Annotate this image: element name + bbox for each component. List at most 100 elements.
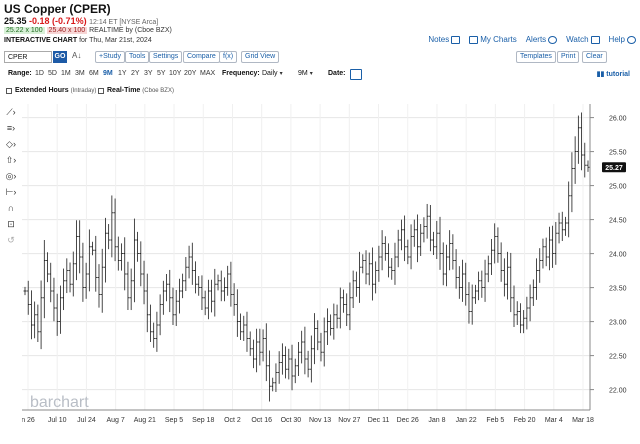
range-6m[interactable]: 6M — [89, 70, 99, 77]
lock-icon[interactable]: ⊡ — [7, 219, 15, 229]
range-5d[interactable]: 5D — [48, 70, 57, 77]
range-20y[interactable]: 20Y — [184, 70, 197, 77]
print-button[interactable]: Print — [557, 51, 580, 63]
trendline-tool-icon[interactable]: ⟋› — [6, 107, 16, 117]
bid-ask-line: 25.22 x 100 25.40 x 100 REALTIME by (Cbo… — [4, 27, 172, 34]
settings-button[interactable]: Settings — [149, 51, 183, 63]
ask-value: 25.40 x 100 — [46, 27, 88, 34]
ohlc-bar — [428, 204, 432, 252]
arrow-tool-icon[interactable]: ⇧› — [5, 155, 17, 165]
ohlc-bar — [374, 261, 378, 294]
compare-button[interactable]: Compare — [183, 51, 220, 63]
range-5y[interactable]: 5Y — [157, 70, 166, 77]
ohlc-bar — [467, 282, 471, 324]
frequency-label: Frequency: — [222, 70, 260, 77]
extended-hours-checkbox[interactable] — [6, 88, 12, 94]
ohlc-bar — [251, 339, 255, 369]
notes-link[interactable]: Notes — [428, 35, 461, 44]
ohlc-bar — [55, 293, 59, 336]
tutorial-label: tutorial — [606, 71, 630, 78]
measure-tool-icon[interactable]: ⊢› — [5, 187, 17, 197]
range-2y[interactable]: 2Y — [131, 70, 140, 77]
sort-icon[interactable]: A↓ — [72, 51, 82, 60]
real-time-checkbox[interactable] — [98, 88, 104, 94]
range-max[interactable]: MAX — [200, 70, 216, 77]
ohlc-bar — [65, 258, 69, 294]
symbol-input[interactable] — [4, 51, 52, 63]
ohlc-bar — [303, 326, 307, 375]
fx-button[interactable]: f(x) — [219, 51, 238, 63]
ohlc-bar — [49, 262, 53, 303]
ohlc-bar — [502, 258, 506, 297]
extended-hours-sub: (Intraday) — [70, 88, 97, 94]
watch-link[interactable]: Watch — [566, 35, 600, 44]
ohlc-bar — [335, 304, 339, 329]
alerts-link[interactable]: Alerts — [526, 35, 558, 44]
templates-button[interactable]: Templates — [516, 51, 556, 63]
range-1y[interactable]: 1Y — [118, 70, 127, 77]
watch-icon — [590, 35, 600, 44]
frequency-select[interactable]: Daily ▾ — [262, 70, 283, 77]
clear-button[interactable]: Clear — [582, 51, 607, 63]
range-3m[interactable]: 3M — [75, 70, 85, 77]
ohlc-bar — [512, 285, 516, 328]
y-tick-label: 22.00 — [609, 388, 627, 395]
ohlc-bar — [341, 289, 345, 313]
range-10y[interactable]: 10Y — [169, 70, 182, 77]
period-select[interactable]: 9M ▾ — [298, 70, 313, 77]
ohlc-bar — [367, 252, 371, 286]
ohlc-bar — [181, 273, 185, 299]
ohlc-bar — [110, 195, 114, 258]
x-tick-label: Feb 20 — [514, 417, 536, 424]
shape-tool-icon[interactable]: ◇› — [6, 139, 16, 149]
interactive-chart-label: INTERACTIVE CHART — [4, 37, 78, 44]
ohlc-bar — [560, 211, 564, 242]
range-1m[interactable]: 1M — [61, 70, 71, 77]
ohlc-bar — [287, 348, 291, 380]
alerts-icon — [548, 35, 558, 44]
ohlc-bar — [129, 268, 133, 311]
ohlc-bar — [136, 231, 140, 262]
grid-view-button[interactable]: Grid View — [241, 51, 280, 63]
ohlc-bar — [190, 242, 194, 285]
extended-hours-label[interactable]: Extended Hours (Intraday) — [15, 87, 96, 94]
ohlc-bar — [419, 224, 423, 256]
tools-button[interactable]: Tools — [125, 51, 150, 63]
x-tick-label: Aug 7 — [106, 417, 124, 424]
go-button[interactable]: GO — [53, 51, 67, 63]
x-tick-label: Aug 21 — [134, 417, 156, 424]
ohlc-bar — [145, 273, 149, 333]
ohlc-bar — [551, 225, 555, 268]
period-value: 9M — [298, 70, 308, 77]
price-chart[interactable]: 26.00 25.50 25.00 24.50 24.00 23.50 23.00 22.50… — [22, 98, 640, 444]
range-1d[interactable]: 1D — [35, 70, 44, 77]
ohlc-bar — [364, 250, 368, 285]
tutorial-link[interactable]: ▮▮ tutorial — [596, 71, 630, 78]
ohlc-bar — [483, 259, 487, 302]
magnet-icon[interactable]: ∩ — [7, 203, 15, 213]
ohlc-bar — [415, 214, 419, 263]
ohlc-bar — [232, 283, 236, 316]
ohlc-bar — [576, 115, 580, 164]
real-time-label[interactable]: Real-Time (Cboe BZX) — [107, 87, 174, 94]
help-link[interactable]: Help — [609, 35, 636, 44]
ohlc-bar — [84, 262, 88, 299]
ohlc-bar — [152, 322, 156, 348]
fib-tool-icon[interactable]: ≡› — [6, 123, 16, 133]
ohlc-bar — [46, 252, 50, 283]
my-charts-link[interactable]: My Charts — [469, 35, 517, 44]
x-tick-label: Nov 13 — [309, 417, 331, 424]
quote-time: 12:14 ET [NYSE Arca] — [89, 19, 159, 26]
ohlc-bar — [535, 258, 539, 300]
range-9m[interactable]: 9M — [103, 70, 113, 77]
ohlc-bar — [448, 230, 452, 271]
text-tool-icon[interactable]: ◎› — [5, 171, 17, 181]
y-tick-label: 24.00 — [609, 252, 627, 259]
chart-options: Extended Hours (Intraday) Real-Time (Cbo… — [0, 86, 640, 98]
x-tick-label: Dec 11 — [368, 417, 390, 424]
calendar-icon[interactable] — [350, 69, 362, 80]
price-chart-svg: 26.00 25.50 25.00 24.50 24.00 23.50 23.00 22.50… — [22, 104, 627, 424]
range-3y[interactable]: 3Y — [144, 70, 153, 77]
study-button[interactable]: +Study — [95, 51, 125, 63]
undo-icon[interactable]: ↺ — [7, 235, 15, 245]
